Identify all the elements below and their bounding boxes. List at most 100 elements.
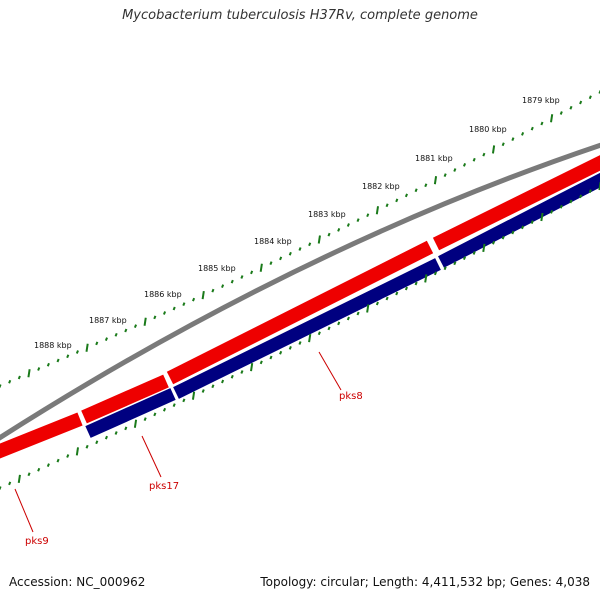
inner-tick (482, 243, 486, 253)
inner-tick (143, 417, 147, 421)
tick-label: 1883 kbp (308, 210, 346, 219)
inner-tick (8, 481, 12, 486)
outer-tick (530, 126, 534, 131)
outer-tick (46, 362, 50, 367)
outer-tick (104, 337, 108, 341)
outer-tick (95, 341, 99, 346)
inner-tick (511, 230, 515, 235)
outer-tick (550, 114, 554, 123)
inner-tick (95, 440, 99, 445)
inner-tick (191, 391, 196, 400)
outer-tick (298, 247, 302, 251)
forward-gene-segment-3 (166, 240, 434, 385)
outer-tick (395, 198, 399, 203)
outer-tick (433, 176, 438, 185)
inner-tick (530, 220, 534, 225)
outer-tick (192, 297, 196, 302)
outer-tick-ring (0, 90, 600, 388)
inner-tick (153, 412, 157, 417)
outer-tick (366, 213, 370, 218)
inner-tick (317, 331, 321, 336)
inner-tick (443, 266, 447, 271)
outer-tick (482, 152, 486, 157)
inner-tick (453, 261, 457, 266)
outer-tick (385, 203, 389, 208)
outer-tick (250, 270, 254, 275)
outer-tick (153, 315, 157, 320)
outer-tick (462, 163, 467, 167)
forward-gene-segment-2 (81, 374, 169, 424)
outer-tick (201, 291, 205, 300)
inner-tick (162, 407, 167, 412)
outer-tick (56, 358, 60, 363)
accession-text: Accession: NC_000962 (9, 575, 146, 589)
inner-tick (259, 360, 263, 365)
genome-backbone (0, 142, 600, 441)
outer-tick (569, 105, 573, 110)
tick-label: 1887 kbp (89, 316, 127, 325)
inner-tick (230, 374, 234, 379)
inner-tick (414, 281, 418, 286)
outer-tick (0, 384, 2, 388)
outer-tick (259, 263, 263, 272)
inner-tick (521, 225, 525, 230)
outer-tick (114, 332, 118, 337)
tick-label: 1886 kbp (144, 290, 182, 299)
outer-tick (269, 261, 273, 265)
outer-tick (66, 354, 70, 359)
outer-tick (472, 157, 476, 162)
inner-tick (85, 444, 89, 449)
outer-tick (375, 206, 380, 215)
inner-tick (550, 209, 554, 214)
outer-tick (27, 369, 31, 378)
inner-tick (288, 345, 292, 350)
gene-label-pks9: pks9 (25, 536, 49, 547)
tick-label: 1888 kbp (34, 341, 72, 350)
tick-label: 1884 kbp (254, 237, 292, 246)
inner-tick (269, 355, 273, 360)
reverse-gene-segment-2 (173, 258, 441, 399)
outer-tick (308, 242, 312, 247)
inner-tick (472, 251, 476, 255)
inner-tick (433, 271, 438, 276)
outer-tick (230, 279, 234, 284)
outer-tick (559, 111, 563, 115)
inner-tick (221, 379, 225, 384)
outer-tick (143, 317, 147, 326)
inner-tick (298, 341, 302, 345)
inner-tick (124, 426, 128, 431)
outer-tick (211, 288, 215, 293)
outer-tick (133, 324, 138, 328)
inner-tick (395, 291, 399, 296)
inner-tick (559, 204, 563, 209)
map-title: Mycobacterium tuberculosis H37Rv, comple… (122, 8, 478, 23)
outer-tick (172, 306, 176, 311)
genome-summary-text: Topology: circular; Length: 4,411,532 bp… (260, 575, 590, 589)
inner-tick (104, 435, 108, 440)
tick-label: 1885 kbp (198, 264, 236, 273)
inner-tick (240, 370, 244, 374)
outer-tick (124, 328, 128, 333)
inner-tick (492, 240, 496, 245)
outer-tick (540, 121, 544, 126)
outer-tick (37, 367, 41, 371)
outer-tick (511, 137, 515, 141)
gene-leader-line (318, 351, 342, 391)
outer-tick (279, 256, 283, 261)
inner-tick (201, 389, 205, 393)
inner-tick (56, 458, 60, 463)
outer-tick (162, 311, 167, 315)
gene-label-pks8: pks8 (339, 391, 363, 402)
inner-tick (569, 199, 573, 204)
inner-tick (337, 321, 341, 326)
inner-tick (424, 274, 428, 283)
outer-tick (443, 173, 447, 177)
gene-leader-line (14, 488, 34, 533)
inner-tick (579, 194, 583, 199)
inner-tick (308, 333, 312, 343)
inner-tick (0, 486, 2, 490)
outer-tick (8, 379, 12, 384)
tick-label: 1880 kbp (469, 125, 507, 134)
outer-tick (17, 375, 21, 380)
inner-tick (37, 467, 41, 472)
